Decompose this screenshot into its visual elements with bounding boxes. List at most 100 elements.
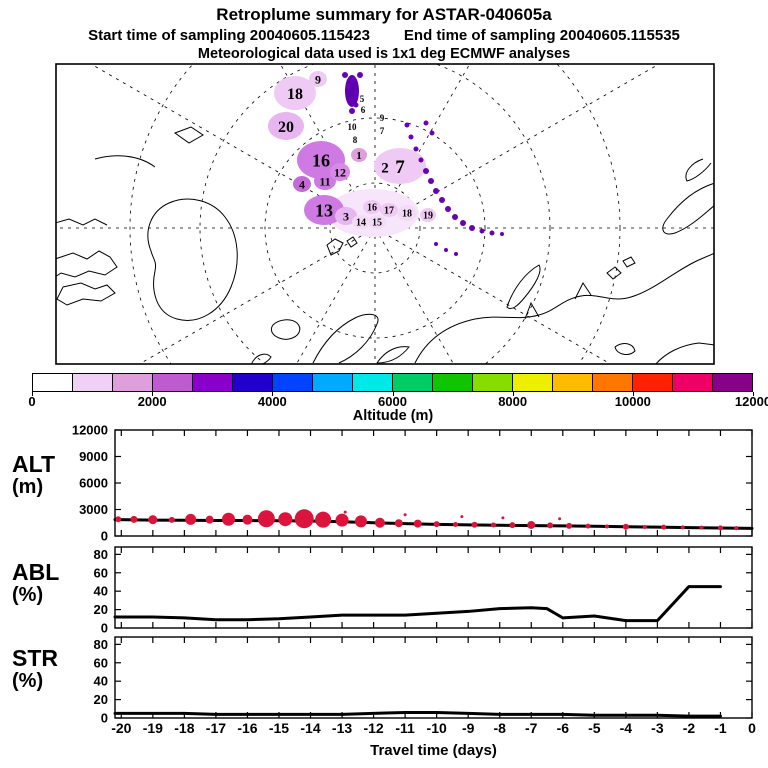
cluster-number: 16 — [367, 203, 377, 214]
plume-cluster-blob — [330, 163, 350, 181]
coastline — [662, 182, 714, 235]
colorbar-cell — [233, 374, 273, 391]
str-axis-label: STR (%) — [12, 645, 58, 692]
coastline — [326, 238, 344, 256]
axis-tick-label: 9000 — [79, 449, 108, 464]
colorbar-cell — [313, 374, 353, 391]
coastline — [173, 126, 204, 144]
colorbar-tick-label: 2000 — [137, 394, 167, 409]
str-line — [113, 710, 722, 718]
axis-tick-label: -6 — [557, 720, 570, 736]
altitude-colorbar — [32, 373, 753, 392]
plume-dot — [452, 214, 458, 220]
plume-dot — [445, 206, 451, 212]
alt-axis-label: ALT (m) — [12, 451, 56, 498]
coastline — [94, 155, 156, 168]
cluster-altitude-dot — [168, 516, 175, 523]
panel-border — [114, 429, 753, 537]
cluster-altitude-dot — [527, 520, 536, 529]
cluster-altitude-dot — [242, 514, 253, 525]
axis-tick-label: -4 — [620, 720, 633, 736]
cluster-altitude-dot — [699, 525, 704, 530]
colorbar-tick-label: 8000 — [498, 394, 528, 409]
axis-tick-label: -8 — [493, 720, 506, 736]
cluster-altitude-dot — [547, 522, 554, 529]
coastline — [574, 282, 592, 300]
coastline — [614, 343, 636, 355]
plume-dot — [489, 230, 495, 236]
latitude-circle — [129, 64, 621, 364]
cluster-number: 19 — [423, 211, 433, 222]
axis-tick-label: 60 — [94, 565, 108, 580]
coastline — [606, 266, 622, 280]
plume-dot — [357, 72, 363, 78]
cluster-number: 13 — [315, 200, 333, 220]
coastline — [376, 346, 410, 364]
cluster-altitude-dot — [115, 516, 122, 523]
plume-dot — [433, 188, 439, 194]
plume-cluster-blob — [293, 176, 311, 192]
meridian-line — [374, 227, 612, 364]
cluster-altitude-dot — [403, 513, 407, 517]
plume-dot — [349, 108, 355, 114]
colorbar-cell — [633, 374, 673, 391]
plume-cluster-blob — [352, 215, 370, 229]
axis-tick-label: -11 — [395, 720, 415, 736]
axis-tick-label: -17 — [206, 720, 226, 736]
cluster-number: 18 — [402, 209, 412, 220]
cluster-number: 1 — [356, 150, 362, 162]
coastline — [250, 353, 272, 364]
meridian-line — [374, 64, 660, 229]
abl-axis-label: ABL (%) — [12, 559, 60, 606]
cluster-number: 7 — [395, 157, 405, 178]
colorbar-cell — [273, 374, 313, 391]
end-time-text: End time of sampling 20040605.115535 — [403, 27, 680, 44]
axis-tick-label: 0 — [101, 711, 108, 726]
axis-tick-label: 12000 — [72, 423, 108, 438]
cluster-altitude-dot — [585, 523, 591, 529]
plume-dot — [444, 248, 448, 252]
cluster-altitude-dot — [294, 509, 314, 529]
met-data-line: Meteorological data used is 1x1 deg ECMW… — [197, 46, 571, 62]
cluster-altitude-dot — [604, 524, 609, 529]
colorbar-cell — [33, 374, 73, 391]
axis-tick-label: 60 — [94, 655, 108, 670]
plume-dot — [454, 252, 458, 256]
cluster-altitude-dot — [509, 522, 516, 529]
plume-dot — [429, 130, 435, 136]
plume-dot — [350, 77, 356, 83]
cluster-altitude-dot — [642, 524, 647, 529]
colorbar-cell — [593, 374, 633, 391]
axis-tick-label: 40 — [94, 674, 108, 689]
cluster-number: 6 — [361, 105, 366, 115]
panel-border — [114, 546, 753, 629]
cluster-number: 9 — [380, 113, 385, 123]
coastline — [414, 252, 714, 364]
cluster-number: 2 — [381, 160, 389, 176]
axis-tick-label: -14 — [300, 720, 320, 736]
colorbar-tick-mark — [32, 392, 33, 396]
cluster-altitude-dot — [374, 517, 385, 528]
cluster-altitude-dot — [661, 524, 667, 530]
panel-alt — [113, 429, 754, 537]
plume-cluster-blob — [268, 112, 304, 140]
cluster-altitude-dot — [460, 515, 464, 519]
colorbar-cell — [433, 374, 473, 391]
colorbar-tick-label: 6000 — [378, 394, 407, 409]
axis-tick-label: -2 — [683, 720, 696, 736]
cluster-altitude-dot — [501, 516, 505, 520]
axis-tick-label: 20 — [94, 692, 108, 707]
colorbar-tick-mark — [512, 392, 514, 396]
cluster-altitude-dot — [558, 517, 562, 521]
colorbar-cell — [513, 374, 553, 391]
colorbar-tick-mark — [392, 392, 394, 396]
coastline — [56, 218, 108, 226]
colorbar-cell — [473, 374, 513, 391]
latitude-circle — [329, 182, 421, 274]
colorbar-label: Altitude (m) — [352, 408, 434, 424]
plume-dot — [345, 83, 351, 89]
plume-dot — [408, 134, 414, 140]
cluster-altitude-dot — [453, 522, 459, 528]
meridian-line — [90, 64, 376, 229]
